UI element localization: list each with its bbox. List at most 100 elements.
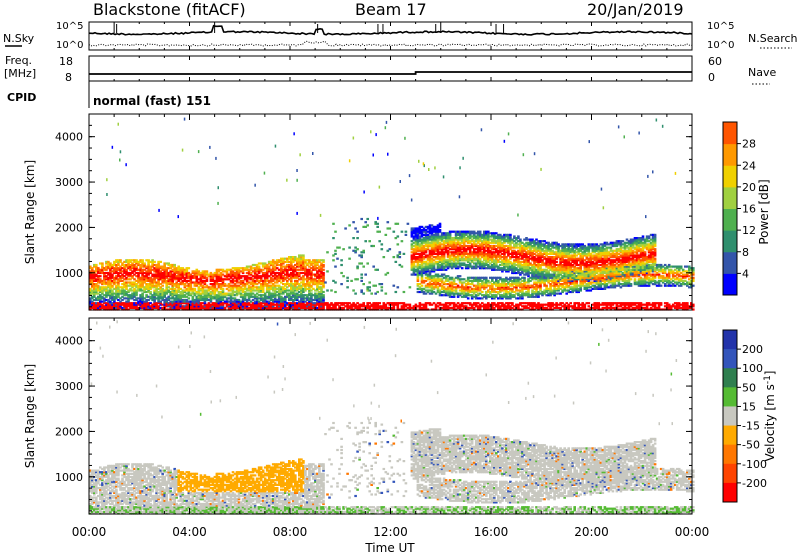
heatmap-cell: [267, 260, 271, 263]
heatmap-cell: [195, 276, 199, 279]
heatmap-cell: [163, 305, 166, 308]
heatmap-cell: [280, 297, 283, 300]
heatmap-cell: [247, 284, 251, 287]
heatmap-cell: [103, 294, 106, 297]
heatmap-cell: [277, 260, 281, 263]
heatmap-cell: [133, 292, 136, 295]
heatmap-cell: [235, 273, 239, 276]
heatmap-cell: [153, 273, 156, 276]
heatmap-cell: [239, 295, 243, 298]
heatmap-cell: [340, 271, 343, 275]
heatmap-cell: [143, 262, 146, 265]
heatmap-cell: [243, 276, 247, 279]
heatmap-cell: [101, 271, 104, 275]
heatmap-cell: [257, 303, 261, 306]
heatmap-cell: [275, 294, 279, 297]
heatmap-cell: [193, 289, 197, 292]
heatmap-cell: [217, 306, 221, 309]
heatmap-cell: [145, 270, 148, 273]
heatmap-cell: [179, 268, 183, 271]
heatmap-cell: [101, 267, 104, 270]
heatmap-cell: [253, 305, 257, 308]
nsearch-label: N.Search: [748, 32, 798, 45]
heatmap-cell: [239, 289, 243, 292]
heatmap-cell: [105, 281, 108, 284]
heatmap-cell: [376, 290, 379, 294]
heatmap-cell: [213, 279, 217, 282]
heatmap-cell: [129, 287, 132, 290]
heatmap-cell: [209, 295, 213, 298]
heatmap-cell: [147, 260, 150, 263]
heatmap-cell: [225, 270, 229, 273]
heatmap-cell: [280, 300, 283, 303]
heatmap-cell: [127, 298, 130, 302]
heatmap-cell: [125, 297, 128, 300]
heatmap-cell: [107, 278, 110, 281]
heatmap-cell: [109, 275, 112, 278]
heatmap-cell: [121, 287, 124, 290]
heatmap-cell: [277, 278, 281, 281]
beam-label: Beam 17: [355, 0, 427, 19]
heatmap-cell: [159, 294, 162, 297]
heatmap-cell: [101, 290, 104, 294]
heatmap-cell: [199, 305, 203, 308]
heatmap-cell: [229, 305, 233, 308]
heatmap-cell: [129, 267, 132, 270]
heatmap-cell: [159, 297, 162, 300]
heatmap-cell: [95, 303, 98, 306]
heatmap-cell: [171, 273, 174, 276]
cpid-value: normal (fast) 151: [93, 94, 211, 108]
heatmap-cell: [105, 268, 108, 271]
heatmap-cell: [217, 290, 221, 294]
heatmap-cell: [169, 292, 172, 295]
heatmap-cell: [169, 302, 172, 305]
heatmap-cell: [123, 267, 126, 270]
heatmap-cell: [267, 267, 271, 270]
heatmap-cell: [271, 305, 275, 308]
heatmap-cell: [249, 287, 253, 290]
heatmap-cell: [147, 268, 150, 271]
heatmap-cell: [139, 297, 142, 300]
heatmap-cell: [117, 267, 120, 270]
heatmap-cell: [167, 289, 170, 292]
freq-panel-frame: [88, 55, 693, 82]
heatmap-cell: [207, 306, 211, 309]
heatmap-cell: [225, 287, 229, 290]
heatmap-cell: [131, 276, 134, 279]
heatmap-cell: [195, 298, 199, 302]
heatmap-cell: [191, 295, 195, 298]
heatmap-cell: [352, 221, 355, 224]
heatmap-cell: [231, 306, 235, 309]
heatmap-cell: [163, 302, 166, 305]
heatmap-cell: [151, 279, 154, 282]
heatmap-cell: [233, 298, 237, 302]
heatmap-cell: [219, 303, 223, 306]
heatmap-cell: [177, 270, 180, 273]
heatmap-cell: [237, 305, 241, 308]
heatmap-cell: [207, 305, 211, 308]
heatmap-cell: [109, 270, 112, 273]
heatmap-cell: [225, 298, 229, 302]
heatmap-cell: [257, 297, 261, 300]
heatmap-cell: [221, 283, 225, 286]
heatmap-cell: [241, 302, 245, 305]
heatmap-cell: [203, 286, 207, 289]
heatmap-cell: [227, 268, 231, 271]
heatmap-cell: [141, 297, 144, 300]
heatmap-cell: [119, 306, 122, 309]
heatmap-cell: [213, 295, 217, 298]
heatmap-cell: [209, 283, 213, 286]
heatmap-cell: [107, 298, 110, 302]
heatmap-cell: [167, 275, 170, 278]
heatmap-cell: [201, 298, 205, 302]
heatmap-cell: [95, 270, 98, 273]
heatmap-cell: [93, 298, 96, 302]
heatmap-cell: [103, 281, 106, 284]
heatmap-cell: [231, 273, 235, 276]
heatmap-cell: [125, 273, 128, 276]
heatmap-cell: [125, 302, 128, 305]
heatmap-cell: [137, 297, 140, 300]
heatmap-cell: [119, 297, 122, 300]
heatmap-cell: [215, 268, 219, 271]
heatmap-cell: [277, 263, 281, 267]
